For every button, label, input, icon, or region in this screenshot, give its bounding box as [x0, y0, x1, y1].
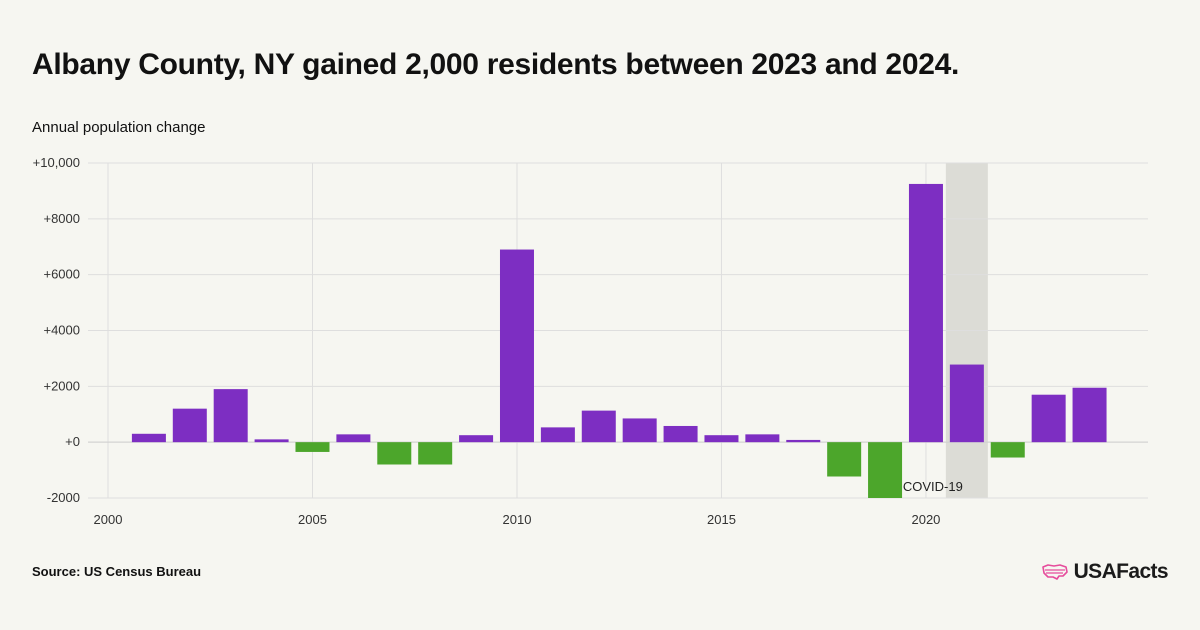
bar-2011	[540, 427, 575, 443]
usafacts-logo[interactable]: USAFacts	[1041, 560, 1169, 584]
bar-2005	[295, 442, 330, 452]
bar-2008	[418, 442, 453, 465]
y-tick-label: +6000	[43, 267, 80, 282]
tick-label-layer: -2000 +0 +2000 +4000 +6000 +8000 +10,000 2000 20…	[33, 155, 941, 527]
grid-layer	[88, 162, 1148, 499]
bar-2003	[213, 389, 248, 443]
bar-2014	[663, 425, 698, 443]
y-tick-label: +2000	[43, 378, 80, 393]
y-tick-label: -2000	[47, 490, 80, 505]
bar-2022	[990, 442, 1025, 458]
bar-2024	[1072, 387, 1107, 443]
chart-title: Albany County, NY gained 2,000 residents…	[32, 48, 960, 81]
us-map-icon	[1041, 564, 1068, 580]
y-tick-label: +0	[65, 434, 80, 449]
covid-annotation: COVID-19	[903, 479, 963, 494]
bar-2016	[745, 434, 780, 443]
x-tick-label: 2010	[503, 512, 532, 527]
bar-2002	[172, 408, 207, 443]
source-note: Source: US Census Bureau	[32, 564, 202, 579]
bar-2015	[704, 435, 739, 443]
x-tick-label: 2015	[707, 512, 736, 527]
bar-2012	[581, 410, 616, 443]
bar-2019	[868, 442, 903, 498]
bar-2021	[949, 364, 984, 443]
bar-2023	[1031, 394, 1066, 443]
bar-2010	[499, 249, 534, 443]
bar-2001	[131, 433, 166, 443]
population-change-bar-chart: -2000 +0 +2000 +4000 +6000 +8000 +10,000 2000 20…	[33, 155, 1148, 527]
y-tick-label: +4000	[43, 323, 80, 338]
bar-2009	[459, 435, 494, 443]
bar-2020	[908, 183, 943, 443]
x-tick-label: 2000	[94, 512, 123, 527]
y-axis-label: Annual population change	[32, 119, 206, 136]
y-tick-label: +8000	[43, 211, 80, 226]
bar-2017	[786, 439, 821, 443]
bar-2004	[254, 439, 289, 443]
brand-name: USAFacts	[1073, 560, 1169, 583]
bar-2018	[827, 442, 862, 477]
x-tick-label: 2005	[298, 512, 327, 527]
bar-layer	[131, 183, 1107, 498]
annotation-layer: COVID-19	[903, 479, 963, 494]
x-tick-label: 2020	[911, 512, 940, 527]
bar-2013	[622, 418, 657, 443]
bar-2007	[377, 442, 412, 465]
bar-2006	[336, 434, 371, 443]
y-tick-label: +10,000	[33, 155, 80, 170]
